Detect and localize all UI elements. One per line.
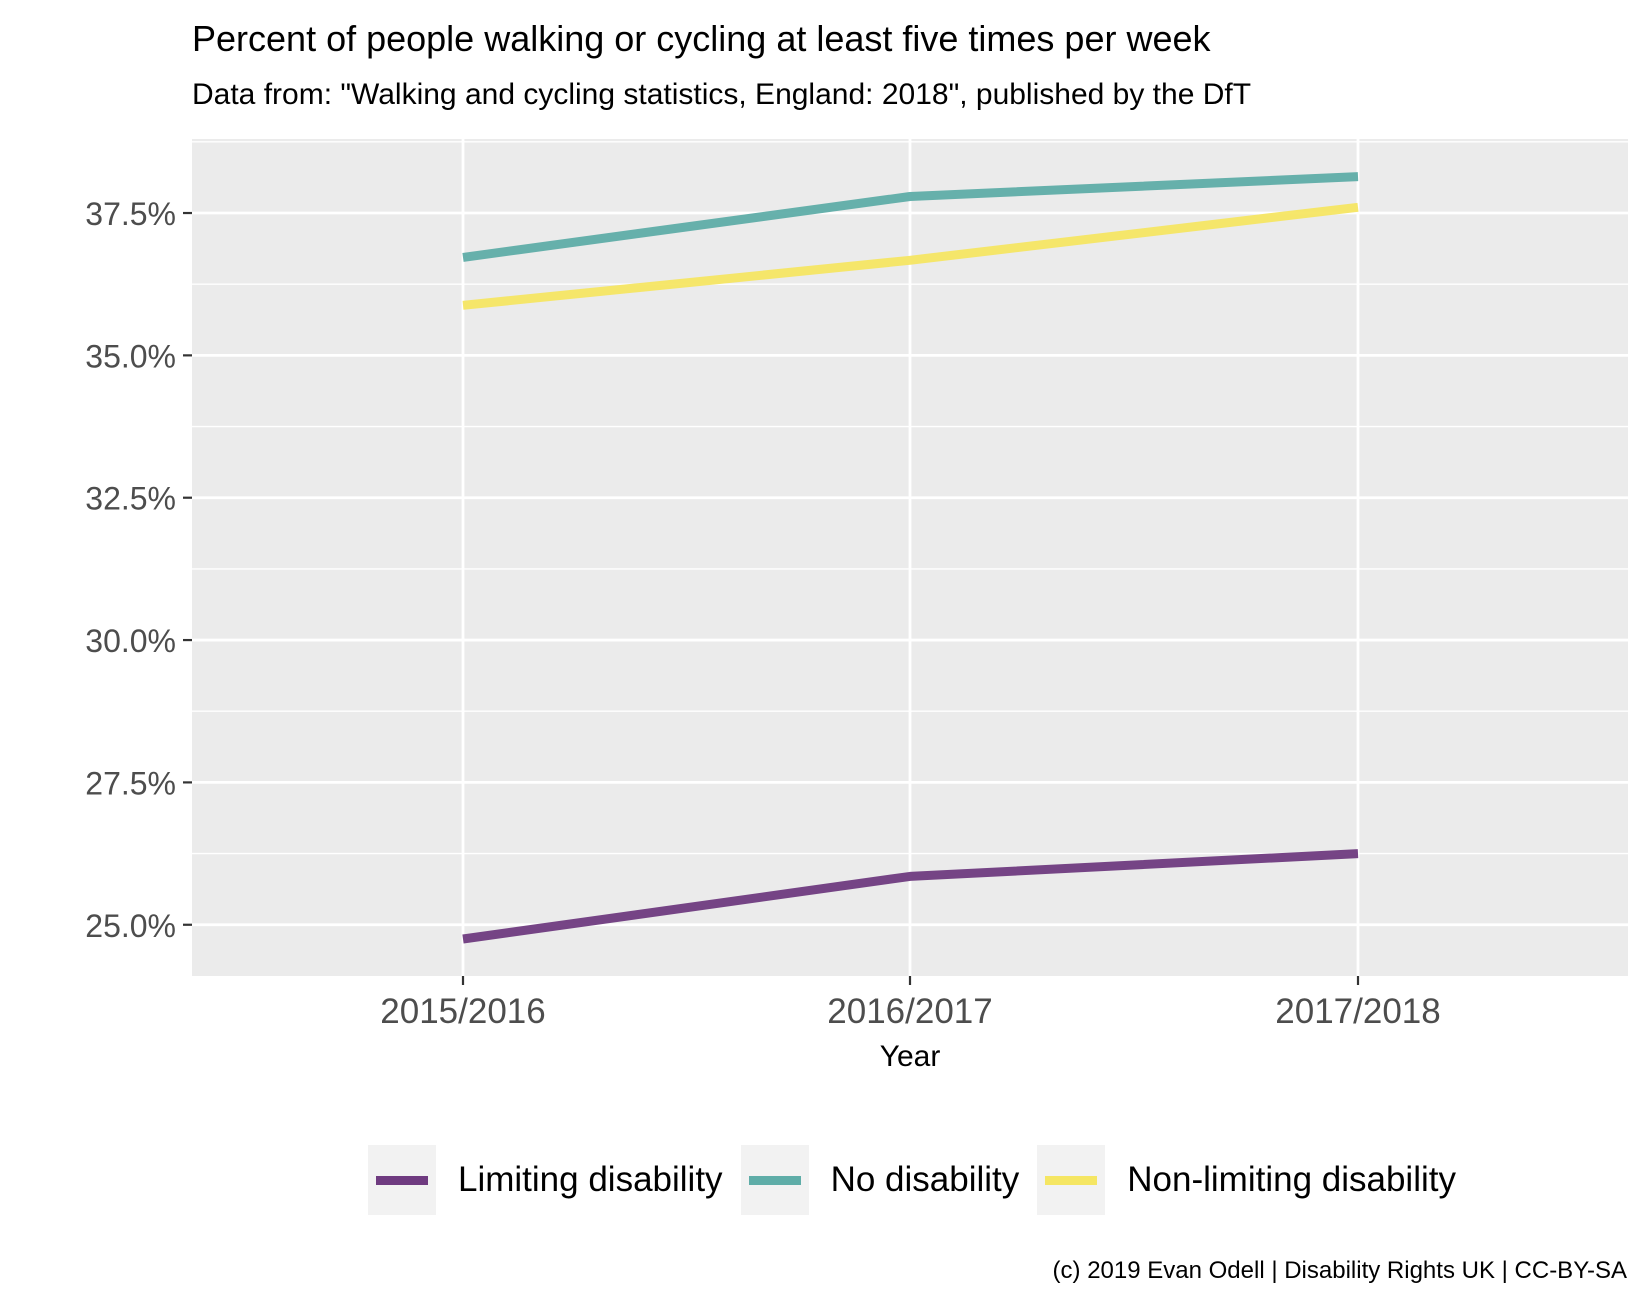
legend-key (368, 1145, 436, 1215)
y-tick-label: 35.0% (85, 338, 176, 374)
legend-key (740, 1145, 809, 1215)
chart-title: Percent of people walking or cycling at … (192, 18, 1211, 59)
x-tick-label: 2017/2018 (1275, 992, 1440, 1031)
line-chart: 25.0% 27.5% 30.0% 32.5% 35.0% 37.5% 2015/2016… (85, 139, 1628, 1073)
y-tick-label: 37.5% (85, 196, 176, 232)
legend-key (1037, 1145, 1106, 1215)
y-tick-label: 32.5% (85, 481, 176, 517)
x-tick-label: 2016/2017 (827, 992, 992, 1031)
legend-swatch (748, 1176, 801, 1185)
y-tick-label: 25.0% (85, 908, 176, 944)
chart-caption: (c) 2019 Evan Odell | Disability Rights … (1052, 1257, 1627, 1284)
legend-label: Limiting disability (458, 1160, 723, 1199)
series-line-no-disability (462, 172, 1359, 262)
series-line-non-limiting-disability (462, 202, 1359, 310)
legend-swatch (376, 1176, 428, 1185)
series-line-limiting-disability (462, 849, 1359, 944)
legend-item-non-limiting-disability: Non-limiting disability (1037, 1145, 1456, 1215)
legend-label: No disability (830, 1160, 1020, 1199)
y-tick-label: 27.5% (85, 765, 176, 801)
x-tick-label: 2015/2016 (380, 992, 545, 1031)
legend-item-limiting-disability: Limiting disability (368, 1145, 723, 1215)
legend: Limiting disability No disability Non-li… (368, 1145, 1474, 1215)
chart-subtitle: Data from: "Walking and cycling statisti… (192, 78, 1252, 111)
legend-label: Non-limiting disability (1127, 1160, 1456, 1199)
major-gridlines (192, 139, 1628, 976)
x-axis: 2015/2016 2016/2017 2017/2018 (380, 976, 1441, 1031)
legend-item-no-disability: No disability (740, 1145, 1020, 1215)
series-lines (462, 172, 1359, 944)
legend-swatch (1045, 1176, 1098, 1185)
y-axis: 25.0% 27.5% 30.0% 32.5% 35.0% 37.5% (85, 196, 192, 944)
x-axis-title: Year (880, 1040, 941, 1073)
y-tick-label: 30.0% (85, 623, 176, 659)
